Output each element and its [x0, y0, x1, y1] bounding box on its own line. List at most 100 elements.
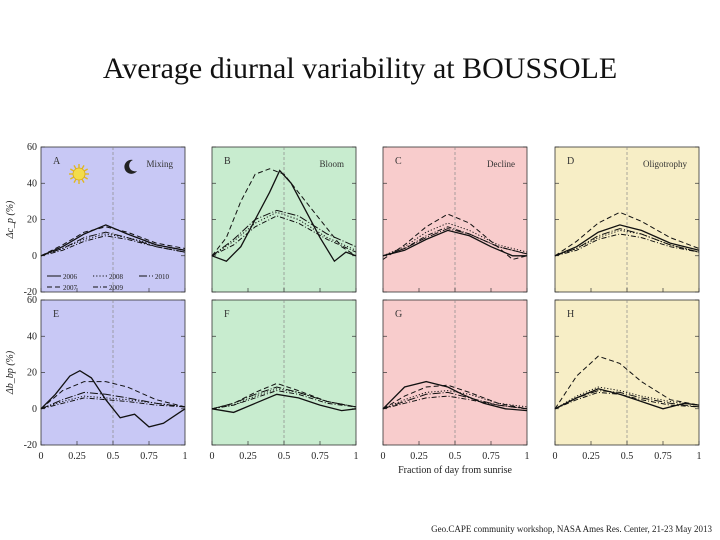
series-line-2007	[40, 226, 186, 257]
panel-letter: D	[567, 156, 574, 167]
series-line-2009	[40, 235, 186, 257]
legend-label-2008: 2008	[109, 273, 124, 281]
page-title: Average diurnal variability at BOUSSOLE	[102, 52, 618, 85]
series-line-2007	[40, 381, 186, 410]
panel-g: G 0 0.25 0.5 0.75 1	[381, 299, 530, 462]
x-tick-label: 0.75	[482, 451, 500, 462]
legend-label-2006: 2006	[63, 273, 78, 281]
series-line-2008	[554, 386, 700, 410]
x-tick-label: 0.25	[582, 451, 600, 462]
y-tick-label: 40	[27, 178, 37, 189]
panel-label: Bloom	[319, 159, 344, 169]
legend-label-2009: 2009	[109, 284, 124, 292]
sun-ray	[81, 164, 85, 170]
series-line-2006	[554, 224, 700, 257]
panel-label: Decline	[487, 159, 515, 169]
y-tick-label: 60	[27, 142, 37, 153]
y-tick-label: 0	[32, 404, 37, 415]
sun-ray	[69, 176, 75, 180]
panel-letter: H	[567, 309, 574, 320]
sun-ray	[81, 178, 85, 184]
series-line-2009	[554, 233, 700, 257]
x-tick-label: 0.75	[654, 451, 672, 462]
series-line-2007	[554, 211, 700, 257]
sun-ray	[73, 178, 77, 184]
x-axis-label: Fraction of day from sunrise	[398, 465, 512, 476]
x-tick-label: 1	[697, 451, 702, 462]
series-line-2007	[211, 168, 357, 257]
sun-ray	[83, 176, 89, 180]
panel-letter: C	[395, 156, 402, 167]
y-tick-label: 20	[27, 215, 37, 226]
legend-label-2010: 2010	[155, 273, 170, 281]
legend-label-2007: 2007	[63, 284, 78, 292]
series-line-2007	[382, 384, 528, 410]
sun-ray	[83, 168, 89, 172]
legend: 2006 2007 2008 2009 2010	[47, 273, 170, 292]
x-tick-label: 0	[210, 451, 215, 462]
sun-icon	[69, 164, 89, 184]
y-axis-label: Δc_p (%)	[5, 200, 16, 239]
series-line-2006	[211, 169, 357, 263]
y-tick-label: 60	[27, 295, 37, 306]
series-line-2008	[382, 222, 528, 257]
series-line-2006	[382, 380, 528, 412]
y-tick-label: 20	[27, 368, 37, 379]
panel-b: B Bloom	[211, 146, 357, 293]
panel-label: Oligotrophy	[643, 159, 687, 169]
series-line-2010	[211, 209, 357, 257]
x-tick-label: 1	[525, 451, 530, 462]
y-tick-label: 0	[32, 251, 37, 262]
series-line-2010	[211, 386, 357, 410]
series-line-2009	[554, 391, 700, 410]
y-tick-label: 40	[27, 331, 37, 342]
series-line-2008	[211, 388, 357, 410]
series-line-2009	[382, 226, 528, 257]
series-line-2010	[382, 228, 528, 257]
panel-label: Mixing	[146, 159, 173, 169]
panel-h: H 0 0.25 0.5 0.75 1	[553, 299, 702, 462]
panel-d: D Oligotrophy	[554, 146, 700, 293]
series-line-2010	[382, 391, 528, 410]
series-line-2007	[382, 213, 528, 260]
footer-credit: Geo.CAPE community workshop, NASA Ames R…	[431, 524, 712, 534]
moon-icon	[124, 159, 137, 174]
x-tick-label: 1	[354, 451, 359, 462]
panel-letter: B	[224, 156, 231, 167]
series-line-2009	[211, 390, 357, 410]
y-tick-label: -20	[24, 287, 37, 298]
x-tick-label: 0.25	[410, 451, 428, 462]
series-line-2006	[211, 393, 357, 414]
x-tick-label: 0.25	[68, 451, 86, 462]
x-tick-label: 0.5	[621, 451, 634, 462]
panel-letter: E	[53, 309, 59, 320]
y-tick-label: -20	[24, 440, 37, 451]
x-tick-label: 0	[381, 451, 386, 462]
panel-a: A Mixing 60 40 20 0 -20	[24, 142, 186, 298]
series-line-2010	[554, 228, 700, 257]
series-line-2008	[211, 211, 357, 257]
series-line-2008	[40, 395, 186, 410]
sun-disc	[72, 167, 86, 181]
x-tick-label: 0.5	[278, 451, 291, 462]
panel-f: F 0 0.25 0.5 0.75 1	[210, 299, 359, 462]
moon-shape	[124, 159, 137, 174]
series-line-2006	[382, 229, 527, 257]
series-line-2006	[40, 369, 186, 428]
x-tick-label: 1	[183, 451, 188, 462]
series-line-2009	[211, 215, 357, 257]
series-line-2010	[40, 231, 186, 257]
x-tick-label: 0	[553, 451, 558, 462]
panel-c: C Decline	[382, 146, 528, 293]
series-line-2010	[554, 390, 700, 410]
series-line-2009	[40, 397, 186, 410]
panel-letter: A	[53, 156, 61, 167]
series-line-2007	[554, 355, 700, 410]
y-axis-label: Δb_bp (%)	[5, 350, 16, 395]
series-line-2008	[382, 390, 528, 410]
sun-ray	[73, 164, 77, 170]
panel-letter: G	[395, 309, 402, 320]
x-tick-label: 0.75	[311, 451, 329, 462]
